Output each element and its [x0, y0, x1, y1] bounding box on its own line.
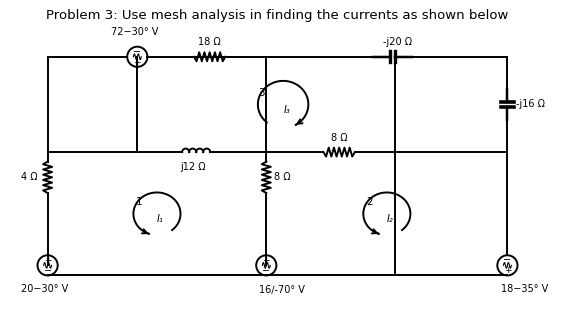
Text: 4 Ω: 4 Ω	[22, 172, 38, 182]
Text: −: −	[503, 255, 511, 265]
Text: 1: 1	[136, 197, 143, 207]
Text: 3: 3	[258, 88, 265, 98]
Text: 72−30° V: 72−30° V	[111, 27, 158, 37]
Text: +: +	[133, 57, 141, 66]
Text: −: −	[262, 265, 270, 276]
Text: 8 Ω: 8 Ω	[274, 172, 291, 182]
Text: I₂: I₂	[387, 214, 394, 224]
Text: 16∕-70° V: 16∕-70° V	[259, 284, 305, 294]
Text: 20−30° V: 20−30° V	[21, 284, 68, 294]
Text: +: +	[504, 266, 511, 275]
Text: -j16 Ω: -j16 Ω	[516, 100, 545, 109]
Text: 18−35° V: 18−35° V	[500, 284, 548, 294]
Text: −: −	[44, 265, 52, 276]
Text: 8 Ω: 8 Ω	[331, 133, 348, 143]
Text: j12 Ω: j12 Ω	[181, 161, 206, 172]
Text: I₁: I₁	[157, 214, 164, 224]
Text: Problem 3: Use mesh analysis in finding the currents as shown below: Problem 3: Use mesh analysis in finding …	[47, 9, 509, 22]
Text: +: +	[44, 256, 51, 265]
Text: 18 Ω: 18 Ω	[198, 37, 221, 47]
Text: −: −	[133, 47, 141, 56]
Text: I₃: I₃	[283, 105, 290, 115]
Text: 2: 2	[366, 197, 373, 207]
Text: -j20 Ω: -j20 Ω	[383, 37, 412, 47]
Text: +: +	[262, 256, 270, 265]
